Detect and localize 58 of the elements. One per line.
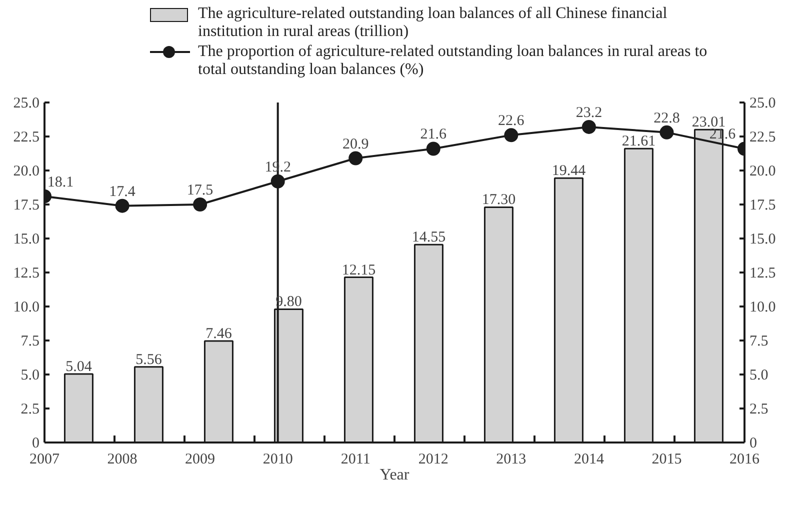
data-label: 21.6: [420, 126, 448, 143]
y-tick-label: 7.5: [20, 334, 40, 350]
point: [348, 151, 363, 166]
point: [660, 125, 674, 140]
x-tick-label: 2012: [418, 452, 448, 468]
y2-tick-label: 2.5: [750, 402, 768, 418]
y-tick-label: 2.5: [20, 402, 40, 418]
y-tick-label: 15.0: [13, 232, 40, 248]
data-label: 20.9: [342, 136, 369, 152]
x-tick-label: 2010: [262, 452, 293, 468]
x-tick-label: 2008: [107, 452, 138, 468]
y2-tick-label: 15.0: [750, 232, 776, 248]
point: [193, 198, 208, 212]
y-tick-label: 20.0: [13, 164, 40, 180]
data-label: 19.44: [552, 163, 586, 180]
y2-tick-label: 20.0: [750, 164, 776, 180]
y2-tick-label: 12.5: [750, 266, 776, 282]
x-tick-label: 2013: [496, 452, 526, 468]
data-label: 23.2: [576, 104, 602, 121]
y2-tick-label: 7.5: [750, 334, 768, 350]
y2-tick-label: 10.0: [750, 300, 776, 316]
y-tick-label: 12.5: [13, 266, 40, 282]
data-label: 22.6: [498, 113, 525, 130]
point: [115, 198, 130, 213]
y-tick-label: 25.0: [13, 96, 40, 112]
y-tick-label: 10.0: [13, 300, 40, 316]
data-label: 5.04: [66, 358, 92, 375]
y2-tick-label: 0: [750, 436, 757, 452]
y-tick-label: 0: [32, 436, 40, 452]
x-tick-label: 2016: [730, 452, 760, 468]
x-tick-label: 2009: [185, 452, 216, 468]
x-axis-title: Year: [380, 466, 410, 484]
data-label: 21.61: [622, 134, 656, 150]
data-label: 17.4: [109, 184, 136, 200]
legend-label: The agriculture-related outstanding loan balances of all Chinese financial institution in rural areas (trillion): [198, 5, 668, 41]
data-label: 17.5: [186, 182, 214, 198]
x-tick-label: 2007: [30, 452, 60, 468]
y2-tick-label: 25.0: [750, 96, 776, 112]
legend-label: The proportion of agriculture-related outstanding loan balances in rural areas to total outstanding loan balances (%): [198, 43, 708, 79]
data-label: 7.46: [206, 326, 232, 342]
point: [504, 128, 518, 142]
data-label: 14.55: [412, 230, 446, 246]
x-tick-label: 2014: [574, 452, 604, 468]
x-tick-label: 2011: [340, 452, 370, 468]
data-label: 5.56: [136, 352, 162, 368]
y-tick-label: 17.5: [13, 198, 40, 214]
data-label: 17.30: [482, 192, 516, 208]
point: [582, 120, 596, 134]
data-label: 22.8: [654, 110, 680, 126]
x-tick-label: 2015: [652, 452, 682, 468]
y2-tick-label: 17.5: [750, 198, 776, 214]
data-label: 18.1: [47, 174, 74, 190]
data-label: 12.15: [342, 262, 376, 278]
y2-tick-label: 22.5: [750, 130, 776, 146]
y-tick-label: 22.5: [13, 130, 40, 146]
point: [426, 142, 440, 156]
y-tick-label: 5.0: [20, 368, 40, 384]
y2-tick-label: 5.0: [750, 368, 768, 384]
